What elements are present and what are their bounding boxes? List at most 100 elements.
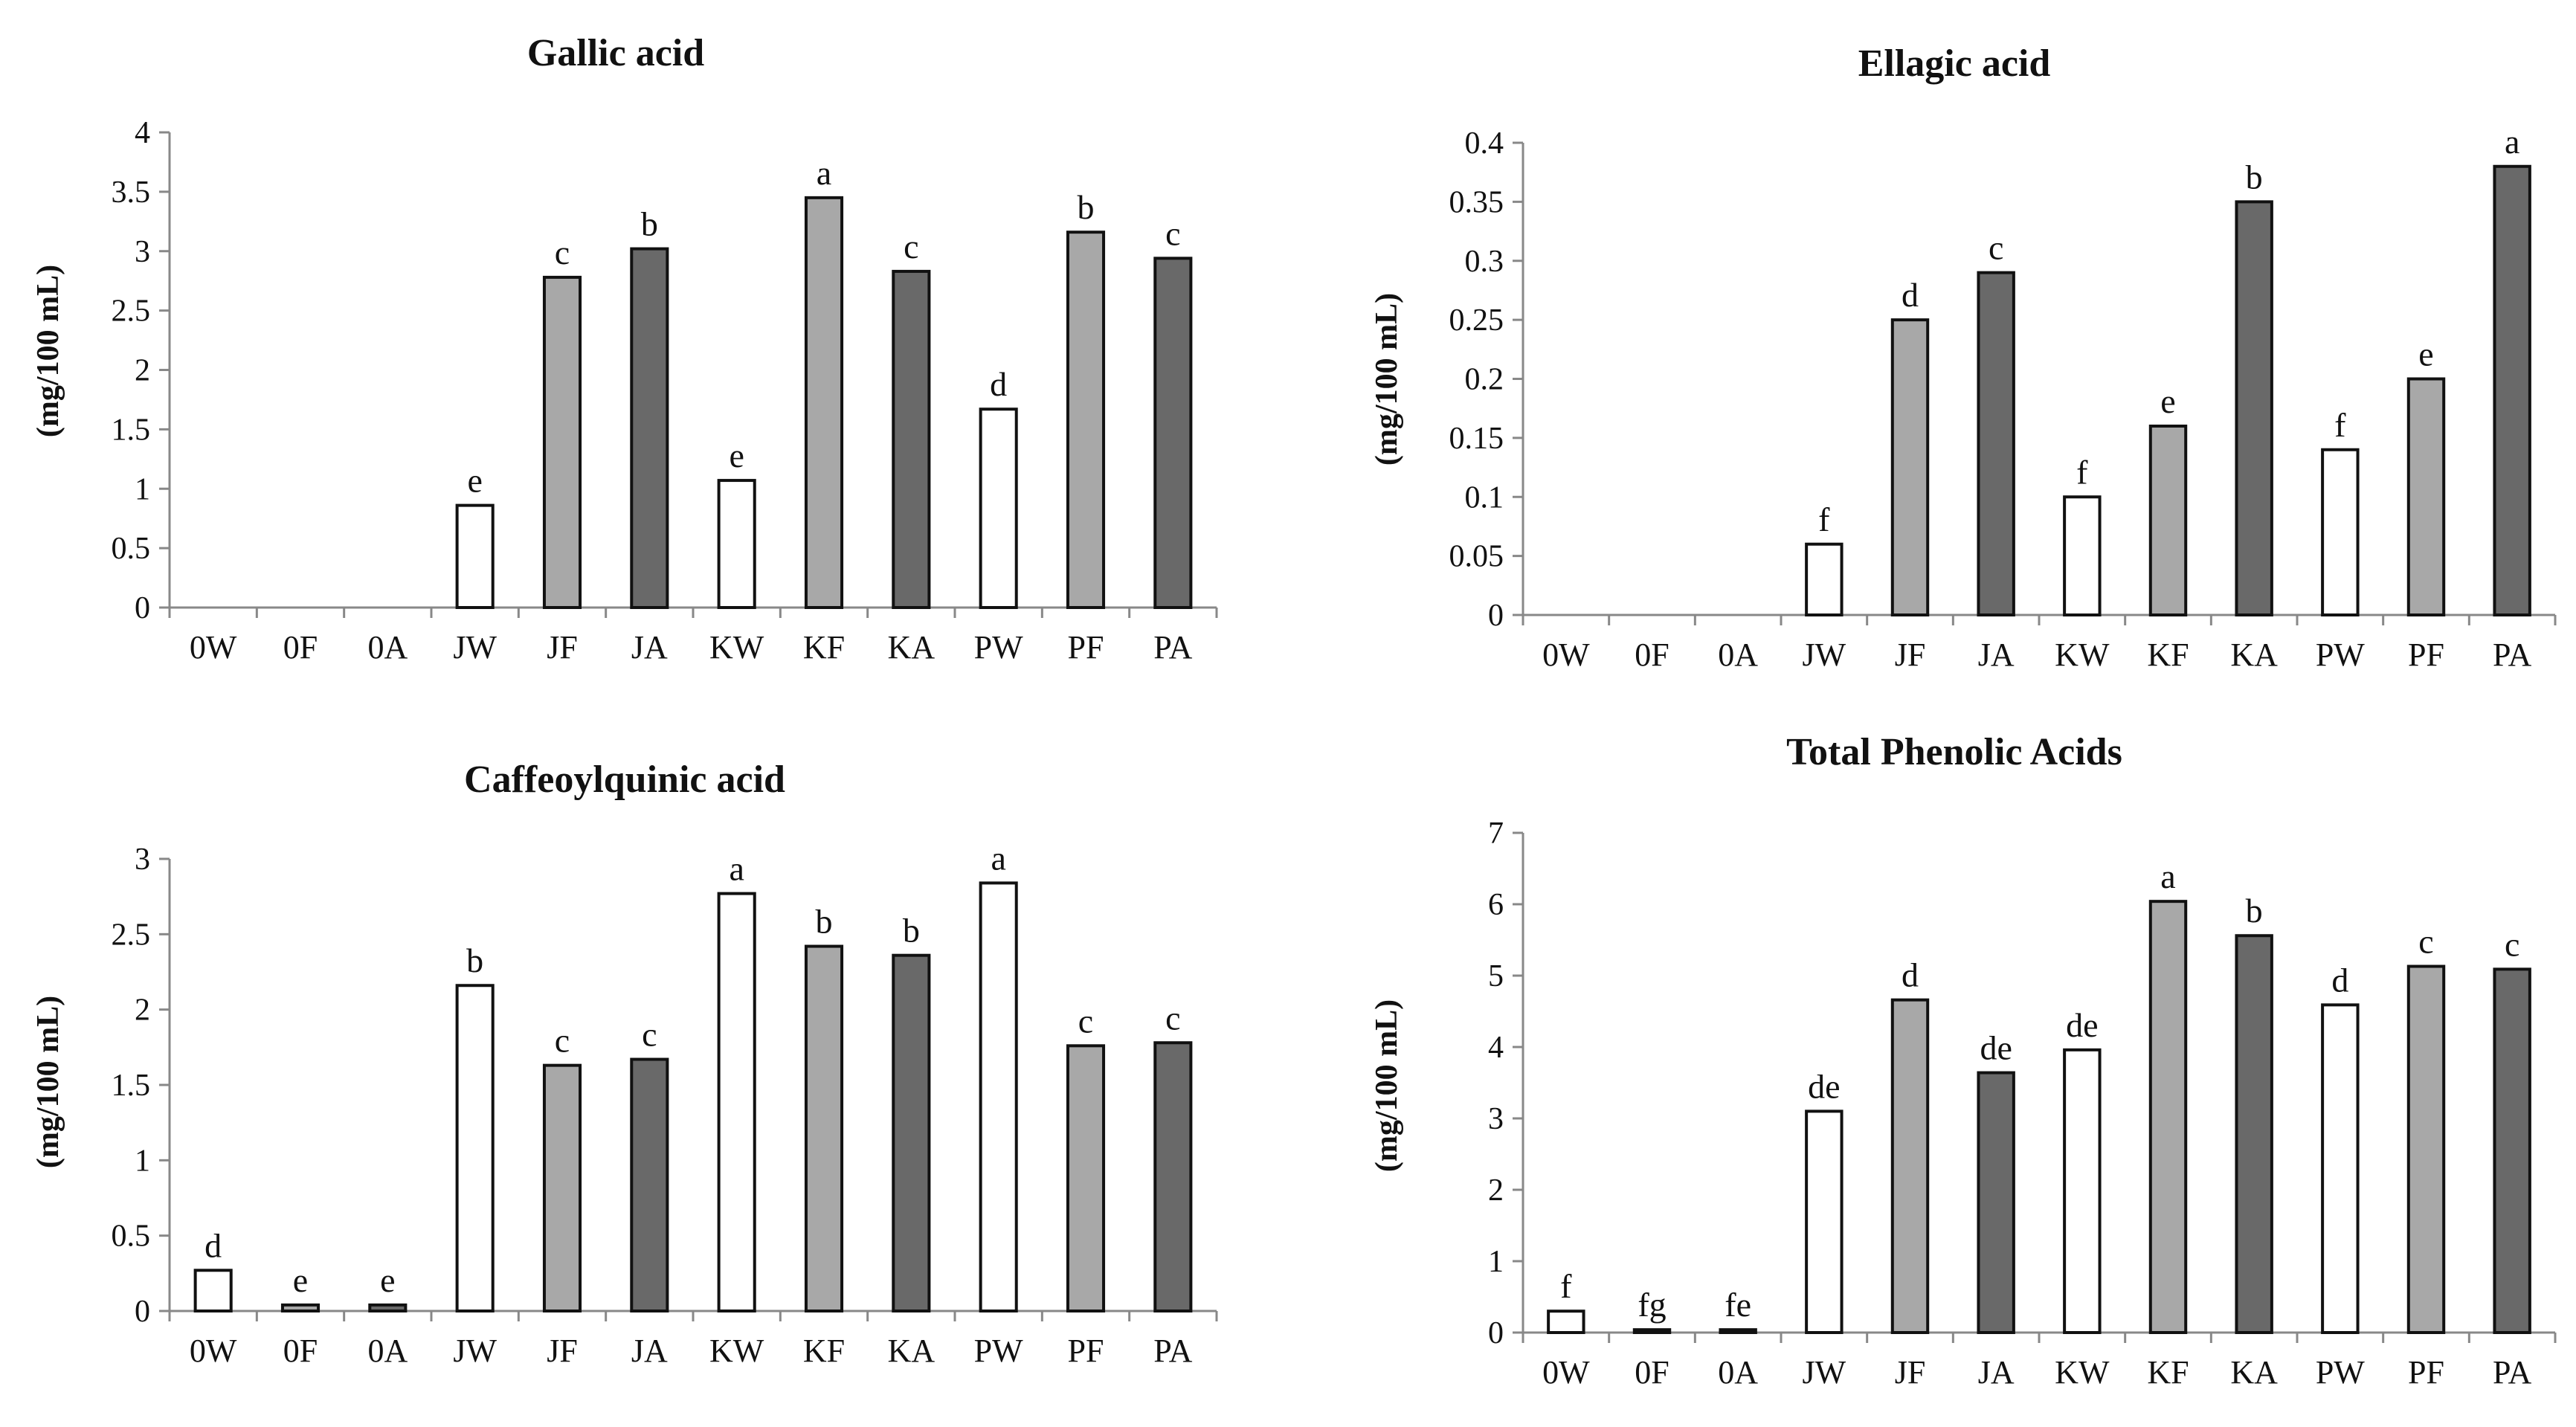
y-tick-label: 1	[135, 472, 150, 506]
bar-JA	[630, 247, 669, 609]
x-tick-label: KF	[803, 1333, 845, 1369]
bar-0A	[368, 1303, 408, 1312]
plot-area: 0 1 2 3 4 5 6 7 0W f 0F fg 0A fe JW de JF d JA de KW de KF a KA b…	[1488, 816, 2557, 1391]
plot-area: 0 0.5 1 1.5 2 2.5 3 0W d 0F e 0A e JW b JF c JA c KW a KF b KA b…	[112, 839, 1218, 1369]
significance-letter: f	[1818, 500, 1830, 538]
x-tick-label: JF	[547, 629, 578, 666]
bar-KF	[804, 944, 844, 1312]
bar-PA	[1153, 257, 1193, 609]
bar-0F	[1632, 1328, 1672, 1335]
significance-letter: a	[729, 850, 744, 888]
x-tick-label: PW	[974, 1333, 1023, 1369]
x-tick-label: JW	[1803, 1354, 1846, 1391]
bar-PW	[2321, 1003, 2360, 1334]
x-tick-label: JA	[631, 1333, 668, 1369]
x-tick-label: JW	[453, 1333, 497, 1369]
bar-PF	[1066, 1044, 1106, 1312]
significance-letter: d	[1902, 956, 1919, 994]
y-tick-label: 1	[1488, 1245, 1504, 1279]
significance-letter: d	[990, 365, 1007, 403]
y-tick-label: 0.3	[1465, 245, 1504, 279]
x-tick-label: KW	[2055, 637, 2110, 673]
y-tick-label: 2	[1488, 1173, 1504, 1208]
bar-PA	[2493, 967, 2531, 1334]
bar-KA	[2235, 934, 2273, 1334]
x-tick-label: KF	[2147, 1354, 2189, 1391]
x-tick-label: PF	[1068, 1333, 1104, 1369]
x-tick-label: JW	[1803, 637, 1846, 673]
bar-KA	[892, 269, 931, 609]
y-tick-label: 5	[1488, 959, 1504, 993]
bar-JF	[542, 1063, 582, 1312]
x-tick-label: 0A	[1718, 637, 1758, 673]
y-tick-label: 0.2	[1465, 363, 1504, 397]
x-tick-label: PA	[1153, 1333, 1192, 1369]
y-tick-label: 0.25	[1449, 303, 1504, 338]
chart-ellagic-acid: Ellagic acid (mg/100 mL) 0 0.05 0.1 0.15 0.2…	[1370, 42, 2557, 673]
bar-KF	[2148, 900, 2188, 1335]
x-tick-label: JF	[547, 1333, 578, 1369]
y-tick-label: 0.35	[1449, 185, 1504, 219]
y-tick-label: 7	[1488, 816, 1504, 851]
bar-PW	[979, 881, 1018, 1312]
chart-gallic-acid: Gallic acid (mg/100 mL) 0 0.5 1 1.5 2 2.5 3 3.5…	[31, 32, 1218, 666]
significance-letter: a	[991, 839, 1005, 877]
y-axis-label: (mg/100 mL)	[31, 265, 65, 437]
x-tick-label: 0W	[1542, 1354, 1590, 1391]
bar-KW	[2063, 1048, 2102, 1334]
y-tick-label: 0	[135, 591, 150, 625]
x-tick-label: PA	[2493, 637, 2531, 673]
x-tick-label: JA	[1978, 1354, 2015, 1391]
bar-KW	[717, 892, 756, 1312]
significance-letter: e	[380, 1261, 395, 1299]
significance-letter: c	[1078, 1002, 1093, 1040]
plot-area: 0 0.5 1 1.5 2 2.5 3 3.5 4 0W 0F 0A JW e JF c JA b KW e KF a KA…	[112, 116, 1218, 666]
x-tick-label: KW	[2055, 1354, 2110, 1391]
significance-letter: d	[1902, 276, 1919, 314]
significance-letter: fe	[1725, 1286, 1751, 1324]
y-tick-label: 3	[135, 843, 150, 877]
y-tick-label: 2.5	[112, 918, 151, 952]
significance-letter: f	[2076, 453, 2088, 491]
chart-title: Total Phenolic Acids	[1786, 731, 2122, 773]
significance-letter: a	[2160, 857, 2175, 895]
significance-letter: e	[2418, 335, 2433, 373]
x-tick-label: 0F	[1635, 1354, 1669, 1391]
significance-letter: c	[904, 228, 918, 265]
significance-letter: c	[2418, 923, 2433, 961]
chart-total-phenolic-acids: Total Phenolic Acids (mg/100 mL) 0 1 2 3 4 5 6…	[1370, 731, 2557, 1391]
x-tick-label: JF	[1895, 1354, 1926, 1391]
y-tick-label: 2.5	[112, 294, 151, 329]
x-tick-label: KW	[709, 1333, 764, 1369]
x-tick-label: JF	[1895, 637, 1926, 673]
y-tick-label: 0.1	[1465, 480, 1504, 515]
bar-JF	[542, 275, 582, 609]
bar-PA	[1153, 1041, 1193, 1312]
x-tick-label: JA	[1978, 637, 2015, 673]
significance-letter: c	[1989, 229, 2003, 267]
x-tick-label: KF	[2147, 637, 2189, 673]
significance-letter: e	[729, 437, 744, 474]
y-tick-label: 1	[135, 1144, 150, 1178]
significance-letter: a	[817, 154, 831, 192]
bar-JA	[1977, 1071, 2015, 1335]
x-tick-label: PW	[2316, 1354, 2365, 1391]
chart-caffeoylquinic-acid: Caffeoylquinic acid (mg/100 mL) 0 0.5 1 1.5…	[31, 758, 1218, 1369]
x-tick-label: PW	[974, 629, 1023, 666]
bar-KF	[2148, 425, 2188, 616]
y-tick-label: 3	[1488, 1102, 1504, 1136]
x-tick-label: 0A	[367, 1333, 408, 1369]
bar-PW	[2321, 448, 2360, 616]
bar-JW	[455, 984, 495, 1312]
bar-JF	[1890, 998, 1930, 1334]
y-tick-label: 3.5	[112, 175, 151, 210]
y-tick-label: 4	[1488, 1031, 1504, 1065]
chart-title: Ellagic acid	[1858, 42, 2051, 85]
x-tick-label: 0F	[283, 629, 318, 666]
y-tick-label: 0	[135, 1295, 150, 1329]
bar-KA	[892, 953, 931, 1312]
significance-letter: b	[903, 912, 920, 950]
x-tick-label: PF	[1068, 629, 1104, 666]
significance-letter: fg	[1638, 1286, 1666, 1324]
